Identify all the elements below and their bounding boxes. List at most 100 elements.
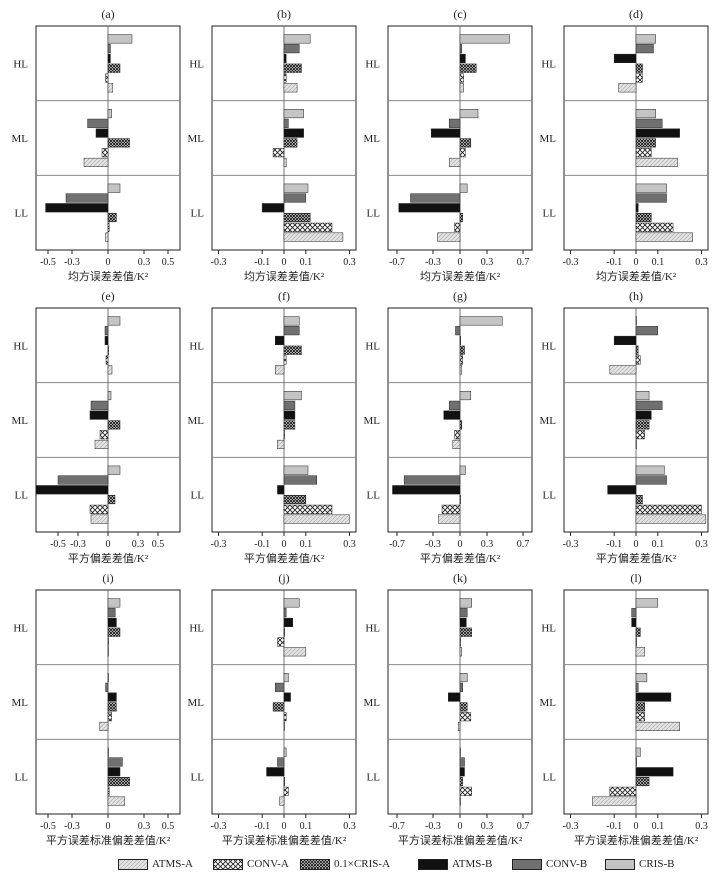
bar-atms-a-hl-d [618, 83, 637, 93]
bar-conv-b-hl-a [107, 44, 111, 54]
bar-conv-a-hl-d [635, 73, 643, 83]
bar-0-1-cris-a-ll-b [283, 213, 311, 223]
bar-conv-a-ml-h [635, 430, 645, 440]
x-axis-label-j: 平方误差标准偏差差值/K² [222, 833, 347, 847]
x-axis-label-b: 均方误差差值/K² [244, 269, 325, 283]
bar-conv-a-hl-c [459, 73, 464, 83]
bar-0-1-cris-a-hl-e [107, 345, 109, 355]
legend-swatch-conv-a [213, 858, 243, 870]
group-label-hl-k: HL [365, 622, 380, 634]
x-tick-label-a: -0.5 [40, 257, 56, 268]
bar-cris-b-ml-b [283, 109, 304, 119]
bar-0-1-cris-a-ml-g [459, 420, 463, 430]
group-label-ll-g: LL [367, 490, 381, 502]
bar-conv-b-ll-h [635, 475, 667, 485]
bar-conv-a-ml-i [107, 712, 112, 722]
panel-label-d: (d) [629, 7, 643, 21]
bar-atms-a-ml-h [635, 439, 637, 449]
panel-h: (h) HL ML LL -0.3 -0.1 0 0.1 0.3 平方偏差差值/K² [540, 289, 709, 565]
group-label-ml-g: ML [364, 415, 381, 427]
bar-atms-a-ml-i [99, 721, 109, 731]
x-tick-label-b: 0 [282, 257, 287, 268]
bar-conv-b-ll-d [635, 193, 667, 203]
figure-canvas: (a) HL ML LL -0.5 -0.3 0 0.3 0.5 均方误差差值/K² (b) HL ML… [12, 7, 709, 847]
group-label-ml-i: ML [12, 697, 29, 709]
panel-f: (f) HL ML LL -0.3 -0.1 0 0.1 0.3 平方偏差差值/K² [188, 289, 357, 565]
x-tick-label-a: 0.3 [138, 257, 151, 268]
group-label-ll-f: LL [191, 490, 205, 502]
bar-atms-b-hl-k [459, 617, 467, 627]
bar-0-1-cris-a-ml-d [635, 138, 656, 148]
bar-conv-a-ll-b [283, 222, 333, 232]
x-tick-label-h: 0.1 [652, 539, 665, 550]
bar-conv-a-ll-j [283, 786, 289, 796]
x-tick-label-a: 0.5 [162, 257, 175, 268]
bar-atms-b-hl-c [459, 53, 466, 63]
bar-atms-a-ml-k [457, 721, 461, 731]
bar-atms-a-ll-i [107, 796, 126, 806]
x-axis-label-l: 平方误差标准偏差差值/K² [574, 833, 699, 847]
panel-b: (b) HL ML LL -0.3 -0.1 0 0.1 0.3 均方误差差值/K² [188, 7, 357, 283]
x-axis-label-a: 均方误差差值/K² [68, 269, 149, 283]
bar-atms-b-ml-l [635, 692, 672, 702]
bar-0-1-cris-a-hl-d [635, 63, 643, 73]
bar-cris-b-ll-k [459, 747, 461, 757]
bar-conv-a-hl-l [635, 637, 637, 647]
bar-atms-b-ml-c [430, 128, 461, 138]
bar-atms-a-hl-f [275, 365, 285, 375]
bar-conv-a-hl-h [635, 355, 641, 365]
bar-conv-b-ll-j [277, 757, 285, 767]
group-label-ll-c: LL [367, 208, 381, 220]
bar-conv-b-hl-k [459, 608, 468, 618]
panel-label-k: (k) [453, 571, 467, 585]
x-tick-label-d: 0.3 [695, 257, 708, 268]
legend-item-cris-b: CRIS-B [605, 856, 674, 872]
bar-conv-b-hl-b [283, 44, 300, 54]
bar-atms-a-hl-h [609, 365, 637, 375]
x-tick-label-i: 0.5 [162, 821, 175, 832]
legend-label-conv-b: CONV-B [546, 858, 588, 870]
group-label-ml-j: ML [188, 697, 205, 709]
bar-0-1-cris-a-hl-i [107, 627, 121, 637]
bar-0-1-cris-a-ml-f [283, 420, 296, 430]
bar-conv-a-hl-b [283, 73, 287, 83]
bar-atms-a-hl-g [459, 365, 463, 375]
x-tick-label-e: 0.5 [152, 539, 165, 550]
legend-swatch-cris-a [300, 858, 330, 870]
panel-label-b: (b) [277, 7, 291, 21]
bar-0-1-cris-a-ll-f [283, 495, 307, 505]
legend-item-cris-a: 0.1×CRIS-A [300, 856, 390, 872]
bar-conv-b-ml-l [635, 682, 639, 692]
bar-atms-b-hl-d [613, 53, 637, 63]
x-tick-label-k: 0 [458, 821, 463, 832]
x-tick-label-c: 0.7 [517, 257, 530, 268]
group-label-hl-f: HL [189, 340, 204, 352]
bar-cris-b-ll-g [459, 465, 466, 475]
bar-atms-a-ll-e [90, 514, 109, 524]
bar-conv-a-ml-g [454, 430, 461, 440]
bar-cris-b-ml-j [283, 673, 289, 683]
bar-conv-b-hl-c [459, 44, 463, 54]
bar-cris-b-hl-g [459, 316, 503, 326]
bar-conv-b-ml-b [283, 118, 289, 128]
x-tick-label-c: -0.3 [425, 257, 441, 268]
x-tick-label-g: -0.3 [425, 539, 441, 550]
x-tick-label-l: -0.3 [563, 821, 579, 832]
bar-cris-b-hl-f [283, 316, 300, 326]
bar-conv-a-hl-e [105, 355, 109, 365]
bar-atms-b-ll-i [107, 767, 121, 777]
bar-conv-b-hl-j [283, 608, 287, 618]
bar-cris-b-ml-l [635, 673, 648, 683]
bar-atms-a-hl-e [107, 365, 113, 375]
bar-0-1-cris-a-ll-c [459, 213, 463, 223]
x-tick-label-d: 0.1 [652, 257, 665, 268]
bar-atms-b-ml-f [283, 410, 296, 420]
bar-conv-a-hl-a [105, 73, 109, 83]
bar-atms-a-ll-j [279, 796, 285, 806]
bar-0-1-cris-a-hl-b [283, 63, 302, 73]
panel-label-c: (c) [453, 7, 466, 21]
bar-cris-b-ml-k [459, 673, 468, 683]
panel-label-h: (h) [629, 289, 643, 303]
